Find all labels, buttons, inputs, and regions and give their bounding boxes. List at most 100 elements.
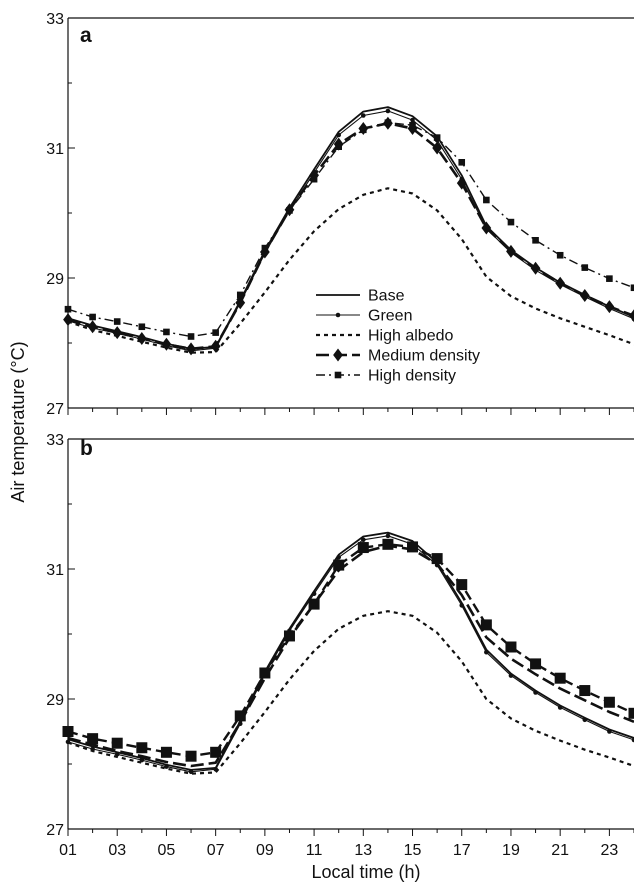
x-tick-label: 05: [158, 842, 176, 859]
series-3-point: [210, 339, 221, 353]
series-4-point: [507, 218, 515, 226]
series-3-point: [136, 331, 147, 345]
series-3-point: [112, 326, 123, 340]
y-tick-label: 31: [46, 141, 64, 158]
x-tick-label: 13: [354, 842, 372, 859]
y-tick-label: 29: [46, 271, 64, 288]
y-tick-label: 33: [46, 11, 64, 28]
series-4-point: [333, 559, 345, 571]
legend-label: Base: [368, 288, 405, 305]
series-4-point: [187, 333, 195, 340]
y-tick-label: 29: [46, 692, 64, 709]
series-3-point: [555, 276, 566, 290]
series-4-point: [433, 134, 441, 141]
legend-label: High albedo: [368, 328, 454, 345]
y-tick-label: 31: [46, 562, 64, 579]
series-4-point: [456, 579, 468, 591]
series-4-point: [630, 284, 634, 292]
series-3-point: [456, 176, 467, 190]
series-3-point: [87, 320, 98, 334]
series-3-point: [481, 221, 492, 235]
legend-label: High density: [368, 368, 456, 385]
series-1-point: [533, 690, 538, 695]
series-4-point: [113, 318, 121, 325]
series-1-point: [114, 751, 120, 757]
series-1-point: [385, 108, 391, 114]
legend: Base Green High albedo Medium density High d…: [316, 288, 480, 385]
series-4-point: [163, 328, 170, 336]
series-1-point: [311, 591, 317, 596]
series-3-point: [629, 309, 634, 323]
legend-marker: [333, 348, 343, 362]
x-tick-label: 23: [600, 842, 618, 859]
series-1-point: [459, 603, 465, 608]
series-4-point: [234, 710, 246, 722]
series-4-point: [483, 196, 490, 204]
series-1-point: [484, 649, 489, 655]
x-tick-label: 07: [207, 842, 225, 859]
series-line-4: [67, 121, 634, 338]
series-4-point: [87, 733, 99, 745]
series-1-point: [139, 757, 145, 763]
series-3-point: [432, 141, 443, 155]
series-4-point: [308, 598, 320, 610]
series-1-point: [557, 705, 563, 710]
series-1-point: [607, 729, 612, 734]
series-4-point: [89, 313, 96, 321]
panel-b: b 27 29 31 33 01 03 05 07 09 11 13 15 17 19 21 23: [46, 432, 634, 859]
series-4-point: [62, 726, 74, 737]
x-tick-label: 09: [256, 842, 274, 859]
series-4-point: [409, 121, 416, 129]
legend-marker: [334, 371, 342, 379]
series-4-point: [603, 696, 615, 708]
series-4-point: [554, 672, 566, 684]
series-line-2: [67, 187, 634, 354]
series-4-point: [259, 667, 271, 679]
series-3-point: [63, 313, 73, 327]
x-axis-title: Local time (h): [311, 862, 420, 882]
series-3-point: [506, 244, 516, 258]
series-4-point: [579, 685, 591, 697]
series-3-point: [161, 337, 172, 351]
series-4-point: [505, 641, 517, 653]
y-tick-label: 27: [46, 401, 64, 418]
series-4-point: [335, 143, 342, 150]
series-1-point: [508, 673, 514, 678]
x-tick-label: 15: [404, 842, 422, 859]
x-tick-label: 11: [306, 842, 323, 859]
y-axis-title: Air temperature (°C): [8, 341, 28, 502]
panel-b-label: b: [80, 437, 93, 460]
series-1-point: [336, 555, 341, 560]
series-1-point: [582, 717, 588, 723]
series-1-point: [361, 113, 366, 118]
panel-a-label: a: [80, 24, 92, 47]
series-4-point: [357, 542, 369, 554]
series-4-point: [628, 707, 634, 719]
series-4-point: [160, 746, 172, 758]
series-4-point: [64, 305, 72, 313]
series-1-point: [631, 737, 634, 743]
series-4-point: [431, 553, 443, 565]
series-4-point: [382, 538, 394, 550]
series-4-point: [407, 541, 419, 553]
series-4-point: [111, 737, 123, 749]
series-1-point: [336, 132, 341, 138]
series-line-1: [67, 535, 634, 773]
series-4-point: [530, 658, 542, 670]
series-4-point: [310, 175, 318, 183]
series-4-point: [185, 750, 197, 762]
series-1-point: [385, 533, 391, 539]
series-1-point: [164, 764, 169, 769]
series-3-point: [186, 342, 196, 356]
series-3-point: [530, 261, 541, 275]
series-4-point: [210, 746, 222, 758]
series-4-point: [556, 251, 564, 259]
panel-a: a 27 29 31 33 Base Green High albedo Medium den…: [46, 11, 634, 418]
series-3-point: [604, 300, 615, 314]
legend-label: Green: [368, 308, 412, 325]
x-tick-label: 01: [59, 842, 77, 859]
series-4-point: [458, 159, 466, 166]
series-4-point: [283, 630, 295, 642]
series-line-0: [67, 531, 634, 771]
